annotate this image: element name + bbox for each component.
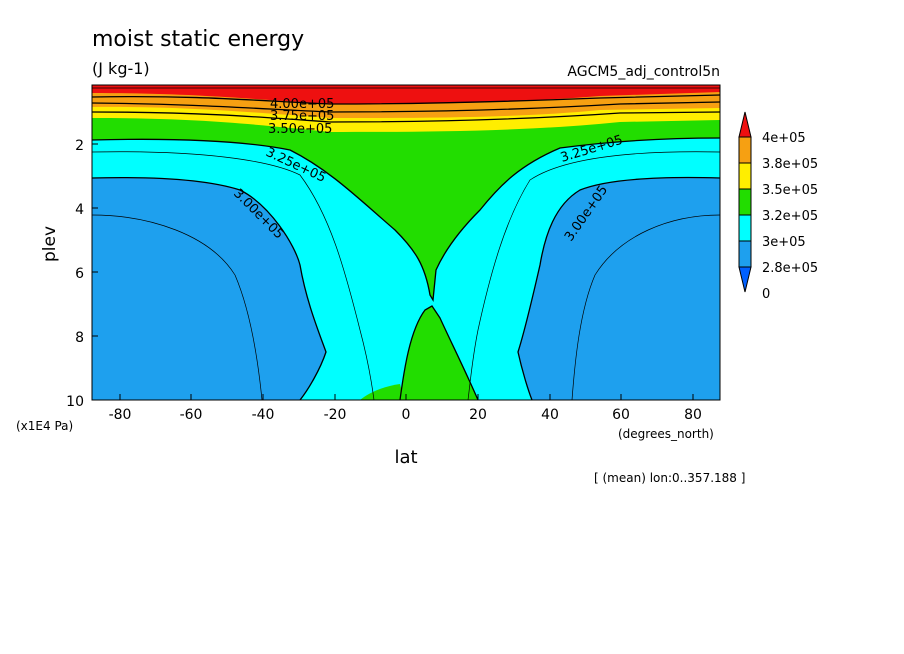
x-axis: -80 -60 -40 -20 0 20 40 60 80 (degrees_n… <box>109 394 714 468</box>
band-2.8e5-left <box>92 177 326 400</box>
contour-lines <box>92 94 720 400</box>
colorbar-swatch <box>738 136 752 164</box>
colorbar-swatch <box>738 188 752 216</box>
colorbar-label: 2.8e+05 <box>762 261 818 276</box>
colorbar-label: 3.8e+05 <box>762 157 818 172</box>
x-unit-label: (degrees_north) <box>618 427 714 441</box>
y-tick-label: 4 <box>75 202 84 218</box>
x-tick-label: 0 <box>402 407 411 423</box>
x-tick-label: -60 <box>180 407 203 423</box>
band-3.2e5-surface-left <box>360 384 404 400</box>
contour-label: 3.50e+05 <box>268 122 332 137</box>
x-tick-label: 80 <box>684 407 702 423</box>
colorbar-swatch <box>738 240 752 268</box>
y-tick-label: 8 <box>75 330 84 346</box>
colorbar-swatch <box>738 214 752 242</box>
contour-label: 3.75e+05 <box>270 109 334 124</box>
chart-title: moist static energy <box>92 27 304 52</box>
contour-plot: 4.00e+05 3.75e+05 3.50e+05 3.25e+05 3.25… <box>92 85 720 400</box>
x-tick-label: -80 <box>109 407 132 423</box>
band-3.2e5-surface <box>400 306 478 400</box>
band-2.8e5-right <box>518 177 720 400</box>
x-tick-label: -40 <box>252 407 275 423</box>
y-axis: 2 4 6 8 10 plev (x1E4 Pa) <box>16 138 98 433</box>
footnote: [ (mean) lon:0..357.188 ] <box>594 471 745 485</box>
x-tick-label: 20 <box>469 407 487 423</box>
colorbar-label: 4e+05 <box>762 131 806 146</box>
colorbar: 4e+05 3.8e+05 3.5e+05 3.2e+05 3e+05 2.8e… <box>738 111 818 302</box>
run-name: AGCM5_adj_control5n <box>567 64 720 80</box>
colorbar-label: 3.5e+05 <box>762 183 818 198</box>
x-axis-label: lat <box>394 447 417 468</box>
colorbar-swatch <box>738 162 752 190</box>
colorbar-label: 0 <box>762 287 770 302</box>
y-tick-label: 6 <box>75 266 84 282</box>
y-axis-label: plev <box>40 226 60 262</box>
contour-label: 4.00e+05 <box>270 97 334 112</box>
y-tick-label: 10 <box>66 394 84 410</box>
colorbar-label: 3.2e+05 <box>762 209 818 224</box>
colorbar-label: 3e+05 <box>762 235 806 250</box>
x-tick-label: 40 <box>541 407 559 423</box>
y-tick-label: 2 <box>75 138 84 154</box>
colorbar-bottom-arrow <box>738 266 752 293</box>
x-tick-label: -20 <box>324 407 347 423</box>
y-unit-label: (x1E4 Pa) <box>16 419 73 433</box>
x-tick-label: 60 <box>612 407 630 423</box>
colorbar-top-arrow <box>738 111 752 138</box>
chart-units: (J kg-1) <box>92 59 150 78</box>
